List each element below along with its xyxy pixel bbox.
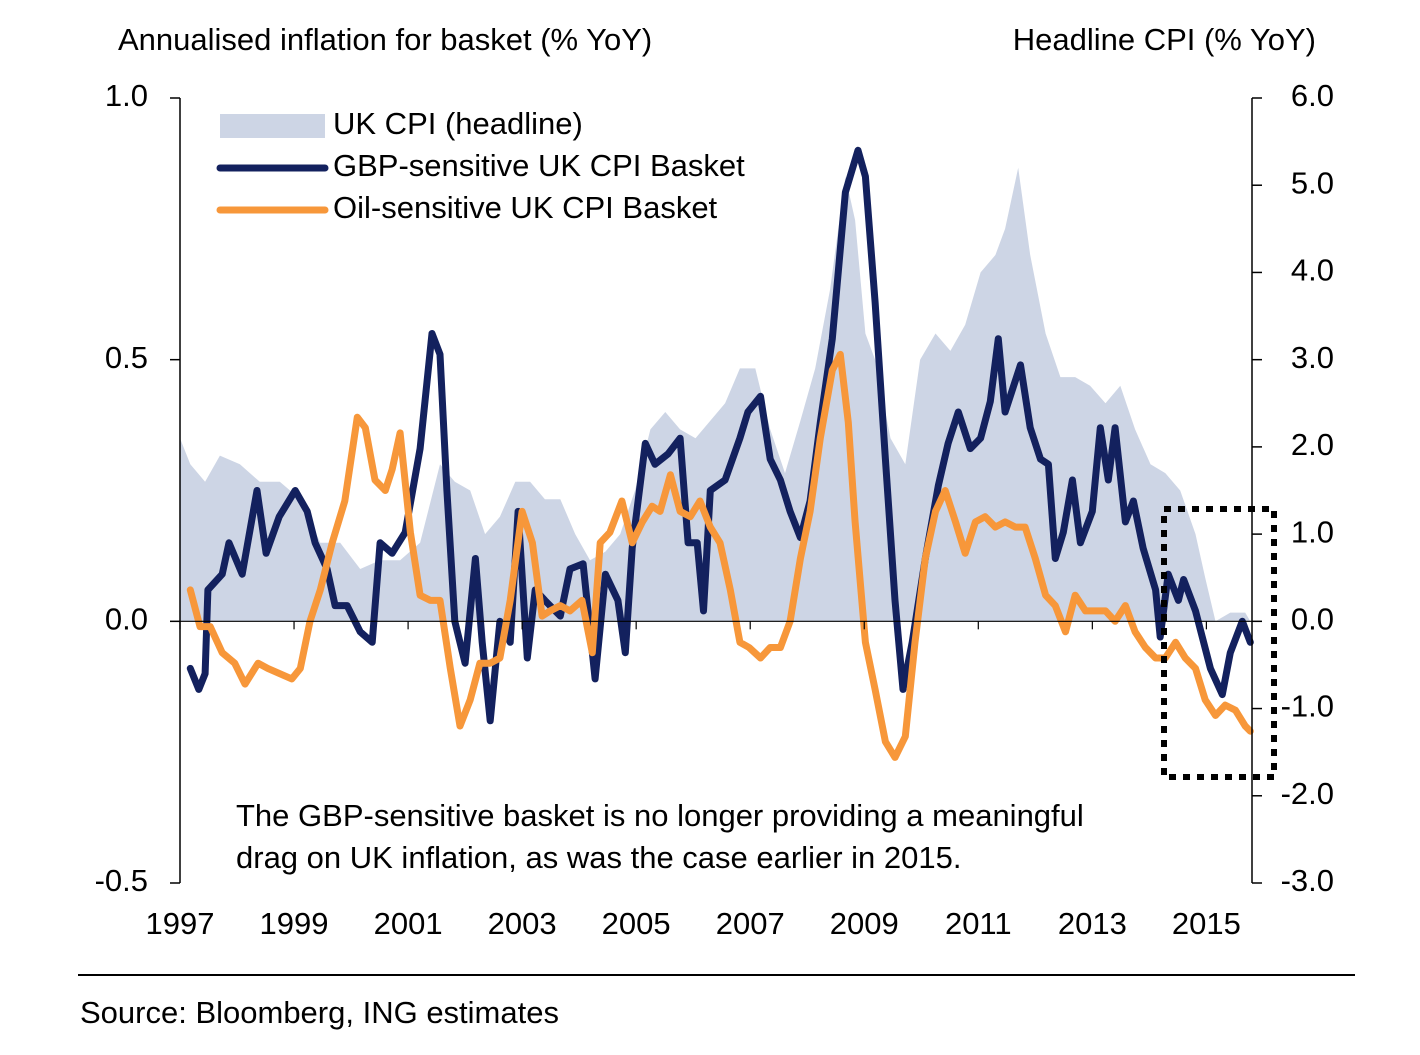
x-tick-label: 2003 (488, 906, 557, 941)
y2-tick-label: 6.0 (1291, 78, 1334, 113)
source: Source: Bloomberg, ING estimates (80, 995, 559, 1030)
cpi-area (180, 167, 1251, 622)
y2-tick-label: 1.0 (1291, 514, 1334, 549)
plot-area: -0.5 0.0 0.5 1.0 -3.0 -2.0 -1.0 0.0 1.0 2.0 3.0 4.0… (95, 78, 1334, 941)
areas (180, 167, 1251, 622)
legend-label: GBP-sensitive UK CPI Basket (333, 148, 745, 183)
highlight-box (1161, 506, 1277, 780)
y2-tick-label: 0.0 (1291, 602, 1334, 637)
y2-tick-label: 5.0 (1291, 165, 1334, 200)
legend-label: Oil-sensitive UK CPI Basket (333, 190, 718, 225)
y2-tick-label: 4.0 (1291, 253, 1334, 288)
lines (186, 146, 1254, 761)
x-tick-label: 2009 (830, 906, 899, 941)
annotation: drag on UK inflation, as was the case ea… (236, 840, 961, 875)
x-tick-label: 2015 (1172, 906, 1241, 941)
y2-tick-label: -2.0 (1281, 776, 1334, 811)
x-tick-label: 2005 (602, 906, 671, 941)
y-tick-label: -0.5 (95, 863, 148, 898)
annotation: The GBP-sensitive basket is no longer pr… (236, 798, 1084, 833)
y2-tick-label: 2.0 (1291, 427, 1334, 462)
y-axis-title: Annualised inflation for basket (% YoY) (118, 22, 652, 57)
x-tick-label: 2001 (374, 906, 443, 941)
x-tick-label: 2011 (945, 906, 1012, 941)
axes: -0.5 0.0 0.5 1.0 -3.0 -2.0 -1.0 0.0 1.0 2.0 3.0 4.0… (95, 78, 1334, 941)
y-tick-label: 1.0 (105, 78, 148, 113)
legend: UK CPI (headline) GBP-sensitive UK CPI Ba… (216, 106, 745, 225)
legend-label: UK CPI (headline) (333, 106, 583, 141)
x-tick-label: 2013 (1058, 906, 1127, 941)
series-line (186, 350, 1254, 761)
y2-tick-label: -3.0 (1281, 863, 1334, 898)
y2-axis-title: Headline CPI (% YoY) (1013, 22, 1316, 57)
y2-tick-label: 3.0 (1291, 340, 1334, 375)
y-tick-label: 0.0 (105, 602, 148, 637)
x-tick-label: 1999 (260, 906, 329, 941)
y2-tick-label: -1.0 (1281, 689, 1334, 724)
legend-swatch (220, 114, 325, 138)
series-line (186, 146, 1254, 725)
x-tick-label: 1997 (146, 906, 215, 941)
x-tick-label: 2007 (716, 906, 785, 941)
y-tick-label: 0.5 (105, 340, 148, 375)
